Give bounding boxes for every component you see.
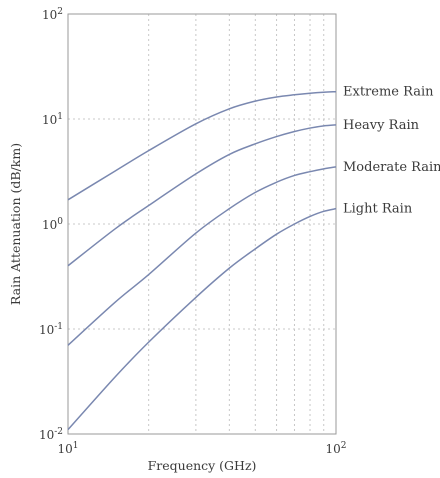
series-line — [67, 166, 337, 346]
series-line — [67, 124, 337, 267]
x-axis-label: Frequency (GHz) — [148, 458, 257, 473]
series-labels: Extreme Rain Heavy Rain Moderate Rain Light… — [343, 85, 440, 217]
plot-frame — [67, 13, 337, 435]
y-tick-label: 101 — [42, 112, 63, 127]
series-lines — [67, 90, 337, 431]
series-label: Light Rain — [343, 202, 413, 217]
x-tick-labels: 101 102 — [57, 441, 346, 456]
y-tick-label: 10-1 — [39, 322, 63, 337]
x-tick-label: 102 — [325, 441, 346, 456]
series-line — [67, 207, 337, 431]
y-tick-label: 102 — [42, 7, 63, 22]
y-tick-label: 100 — [42, 217, 63, 232]
series-label: Moderate Rain — [343, 160, 440, 175]
y-axis-label: Rain Attenuation (dB/km) — [8, 143, 23, 305]
series-label: Extreme Rain — [343, 85, 434, 100]
x-tick-label: 101 — [57, 441, 78, 456]
series-label: Heavy Rain — [343, 118, 420, 133]
series-line — [67, 90, 337, 201]
y-tick-labels: 10-2 10-1 100 101 102 — [39, 7, 63, 442]
y-tick-label: 10-2 — [39, 427, 63, 442]
